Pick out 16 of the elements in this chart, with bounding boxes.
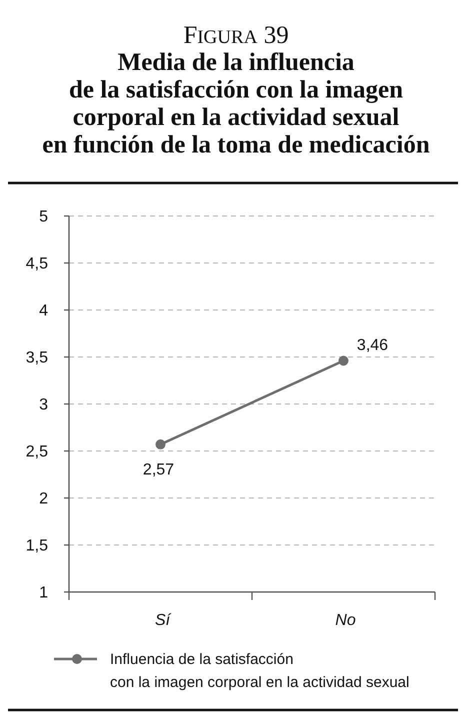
data-label: 2,57 xyxy=(142,461,174,478)
data-label: 3,46 xyxy=(356,336,388,354)
y-tick-label: 1,5 xyxy=(26,538,48,555)
y-tick-label: 1 xyxy=(39,584,48,602)
y-tick-label: 4 xyxy=(39,302,48,320)
x-tick-label: No xyxy=(335,612,356,629)
x-tick-label: Sí xyxy=(154,612,172,629)
y-tick-label: 2,5 xyxy=(26,444,48,461)
y-tick-label: 5 xyxy=(39,208,48,226)
y-tick-label: 3 xyxy=(39,396,48,414)
y-tick-label: 3,5 xyxy=(26,350,48,367)
legend-label: Influencia de la satisfacción con la imagen corporal en la actividad sexual xyxy=(110,651,410,691)
chart-subtitle: Media de la influencia de la satisfacción con la imagen corporal en la actividad sexual en función de la toma de medicación xyxy=(42,49,430,158)
y-tick-label: 2 xyxy=(39,490,48,508)
chart-title: FIGURA 39 xyxy=(183,22,289,49)
y-tick-label: 4,5 xyxy=(26,256,48,273)
